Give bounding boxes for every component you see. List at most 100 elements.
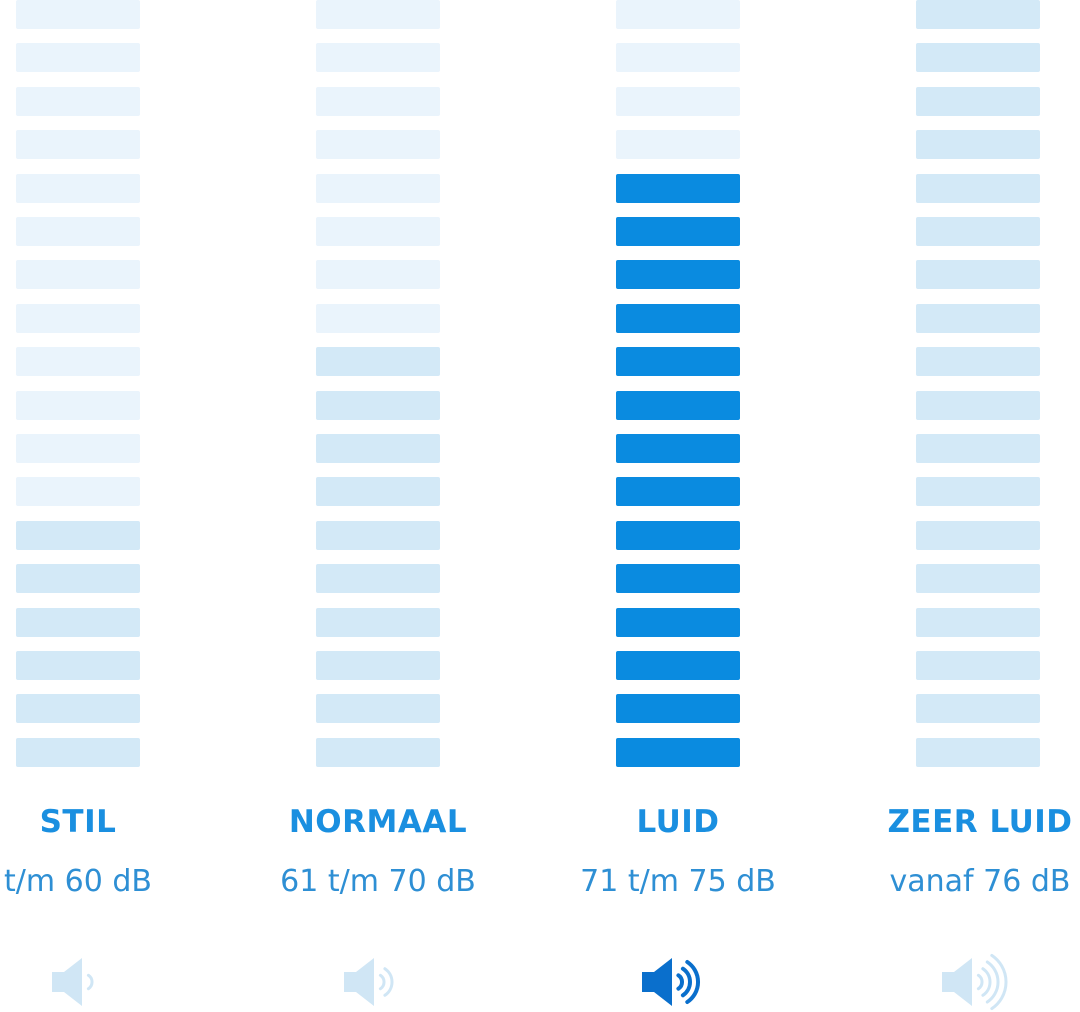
meter-bar-empty	[316, 173, 440, 203]
meter-bar-empty	[616, 130, 740, 160]
speaker-body	[52, 958, 82, 1006]
meter-bar-filled	[916, 260, 1040, 290]
sound-wave	[680, 966, 692, 998]
meter-bar-filled	[316, 737, 440, 767]
meter-bar-filled	[916, 607, 1040, 637]
meter-bar-empty	[16, 477, 140, 507]
meter-bar-filled	[916, 520, 1040, 550]
meter-bar-filled	[16, 564, 140, 594]
meter-bar-filled	[616, 694, 740, 724]
speaker-body	[344, 958, 374, 1006]
meter-bar-filled	[916, 434, 1040, 463]
level-label: NORMAAL	[288, 804, 468, 840]
meter-bar-filled	[916, 130, 1040, 160]
meter-bar-filled	[616, 173, 740, 203]
meter-bar-filled	[916, 347, 1040, 377]
meter-bar-filled	[16, 737, 140, 767]
meter-bar-empty	[316, 86, 440, 116]
meter-bar-filled	[916, 694, 1040, 724]
meter-bar-filled	[616, 303, 740, 333]
meter-bar-empty	[16, 260, 140, 290]
meter-bar-filled	[616, 564, 740, 594]
sound-wave	[383, 967, 394, 997]
meter-bar-filled	[916, 390, 1040, 420]
meter-bar-filled	[916, 564, 1040, 594]
meter-bar-filled	[916, 86, 1040, 116]
meter-bar-filled	[616, 477, 740, 507]
meter-bar-empty	[616, 86, 740, 116]
level-label: STIL	[39, 804, 117, 840]
sound-wave	[378, 973, 386, 991]
meter-bar-filled	[916, 173, 1040, 203]
level-label: ZEER LUID	[887, 804, 1073, 840]
meter-bar-empty	[316, 217, 440, 246]
meter-bar-empty	[16, 86, 140, 116]
meter-bar-filled	[916, 217, 1040, 246]
meter-bar-filled	[16, 520, 140, 550]
meter-bar-filled	[616, 347, 740, 377]
level-range: vanaf 76 dB	[889, 864, 1071, 899]
meter-bar-filled	[916, 477, 1040, 507]
meter-bar-empty	[316, 43, 440, 73]
meter-bar-empty	[16, 434, 140, 463]
meter-bar-empty	[616, 43, 740, 73]
sound-wave	[985, 960, 1000, 1004]
meter-bar-filled	[16, 607, 140, 637]
level-label: LUID	[636, 804, 720, 840]
meter-bar-empty	[16, 130, 140, 160]
meter-bar-empty	[616, 0, 740, 29]
meter-bar-empty	[16, 347, 140, 377]
speaker-one-wave-icon	[52, 958, 94, 1006]
speaker-two-waves-icon	[344, 958, 394, 1006]
meter-bar-empty	[16, 43, 140, 73]
meter-bar-empty	[16, 217, 140, 246]
speaker-body	[942, 958, 972, 1006]
meter-bar-empty	[316, 303, 440, 333]
meter-bar-filled	[916, 0, 1040, 29]
meter-bar-empty	[316, 130, 440, 160]
level-range: 61 t/m 70 dB	[280, 864, 476, 899]
meter-bar-filled	[616, 651, 740, 680]
meter-bar-filled	[316, 694, 440, 724]
meter-bar-filled	[616, 217, 740, 246]
level-meter	[316, 0, 440, 770]
meter-bar-empty	[316, 0, 440, 29]
speaker-body	[642, 958, 672, 1006]
meter-bar-filled	[316, 390, 440, 420]
sound-wave	[685, 960, 701, 1004]
meter-bar-filled	[316, 347, 440, 377]
sound-wave	[676, 973, 684, 991]
sound-wave	[981, 967, 992, 997]
level-meter	[616, 0, 740, 770]
meter-bar-empty	[16, 390, 140, 420]
level-meter	[16, 0, 140, 770]
meter-bar-empty	[16, 173, 140, 203]
meter-bar-filled	[316, 520, 440, 550]
meter-bar-filled	[916, 303, 1040, 333]
meter-bar-filled	[316, 564, 440, 594]
meter-bar-filled	[616, 520, 740, 550]
speaker-three-waves-icon	[642, 958, 701, 1006]
meter-bar-filled	[316, 434, 440, 463]
meter-bar-filled	[316, 607, 440, 637]
meter-bar-filled	[616, 737, 740, 767]
meter-bar-filled	[916, 43, 1040, 73]
meter-bar-empty	[316, 260, 440, 290]
meter-bar-filled	[916, 651, 1040, 680]
meter-bar-filled	[916, 737, 1040, 767]
meter-bar-filled	[316, 477, 440, 507]
meter-bar-filled	[616, 390, 740, 420]
meter-bar-filled	[316, 651, 440, 680]
sound-wave	[86, 973, 94, 991]
meter-bar-empty	[16, 0, 140, 29]
meter-bar-filled	[616, 260, 740, 290]
sound-wave	[990, 953, 1008, 1011]
meter-bar-filled	[16, 694, 140, 724]
level-range: t/m 60 dB	[4, 864, 152, 899]
meter-bar-empty	[16, 303, 140, 333]
sound-wave	[976, 973, 984, 991]
meter-bar-filled	[16, 651, 140, 680]
meter-bar-filled	[616, 434, 740, 463]
speaker-four-waves-icon	[942, 953, 1008, 1011]
meter-bar-filled	[616, 607, 740, 637]
